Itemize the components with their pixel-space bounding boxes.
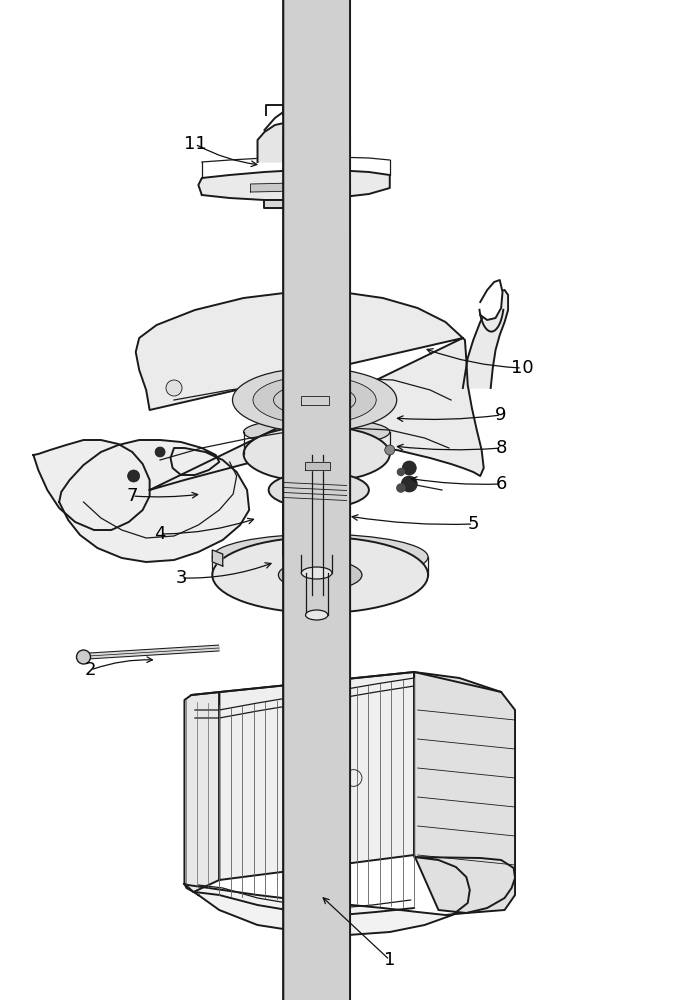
- Ellipse shape: [269, 472, 369, 508]
- Ellipse shape: [212, 537, 428, 613]
- Ellipse shape: [283, 0, 350, 1000]
- Polygon shape: [480, 280, 503, 320]
- Ellipse shape: [283, 0, 350, 1000]
- Circle shape: [284, 395, 294, 405]
- Polygon shape: [184, 857, 515, 935]
- Polygon shape: [212, 550, 223, 566]
- Polygon shape: [414, 672, 515, 913]
- Text: 7: 7: [127, 487, 138, 505]
- Polygon shape: [33, 440, 150, 530]
- Polygon shape: [251, 182, 341, 192]
- Polygon shape: [59, 440, 249, 562]
- Polygon shape: [184, 692, 219, 892]
- Text: 1: 1: [384, 951, 395, 969]
- Polygon shape: [301, 396, 329, 405]
- Polygon shape: [219, 672, 414, 880]
- Ellipse shape: [232, 368, 397, 432]
- Polygon shape: [258, 122, 324, 162]
- Polygon shape: [264, 200, 292, 208]
- Polygon shape: [305, 462, 330, 470]
- Text: 6: 6: [496, 475, 507, 493]
- Ellipse shape: [294, 481, 344, 499]
- Text: 3: 3: [175, 569, 187, 587]
- Text: 2: 2: [85, 661, 96, 679]
- Text: 8: 8: [496, 439, 507, 457]
- Polygon shape: [198, 170, 390, 200]
- Ellipse shape: [296, 446, 337, 462]
- Ellipse shape: [244, 418, 390, 446]
- Circle shape: [166, 380, 182, 396]
- Polygon shape: [136, 292, 484, 490]
- Ellipse shape: [253, 376, 377, 424]
- Circle shape: [385, 445, 395, 455]
- Text: 5: 5: [468, 515, 479, 533]
- Circle shape: [336, 397, 346, 407]
- Text: 10: 10: [511, 359, 533, 377]
- Circle shape: [77, 650, 90, 664]
- Ellipse shape: [274, 384, 356, 416]
- Ellipse shape: [306, 610, 328, 620]
- Circle shape: [402, 461, 416, 475]
- Circle shape: [402, 476, 417, 492]
- Ellipse shape: [278, 560, 362, 590]
- Text: 11: 11: [184, 135, 206, 153]
- Circle shape: [155, 447, 165, 457]
- Ellipse shape: [244, 426, 390, 482]
- Circle shape: [127, 470, 140, 482]
- Text: 9: 9: [496, 406, 507, 424]
- Ellipse shape: [301, 567, 332, 579]
- Circle shape: [397, 468, 405, 476]
- Polygon shape: [463, 290, 508, 388]
- Text: 4: 4: [155, 525, 166, 543]
- Circle shape: [396, 483, 406, 493]
- Ellipse shape: [212, 534, 428, 580]
